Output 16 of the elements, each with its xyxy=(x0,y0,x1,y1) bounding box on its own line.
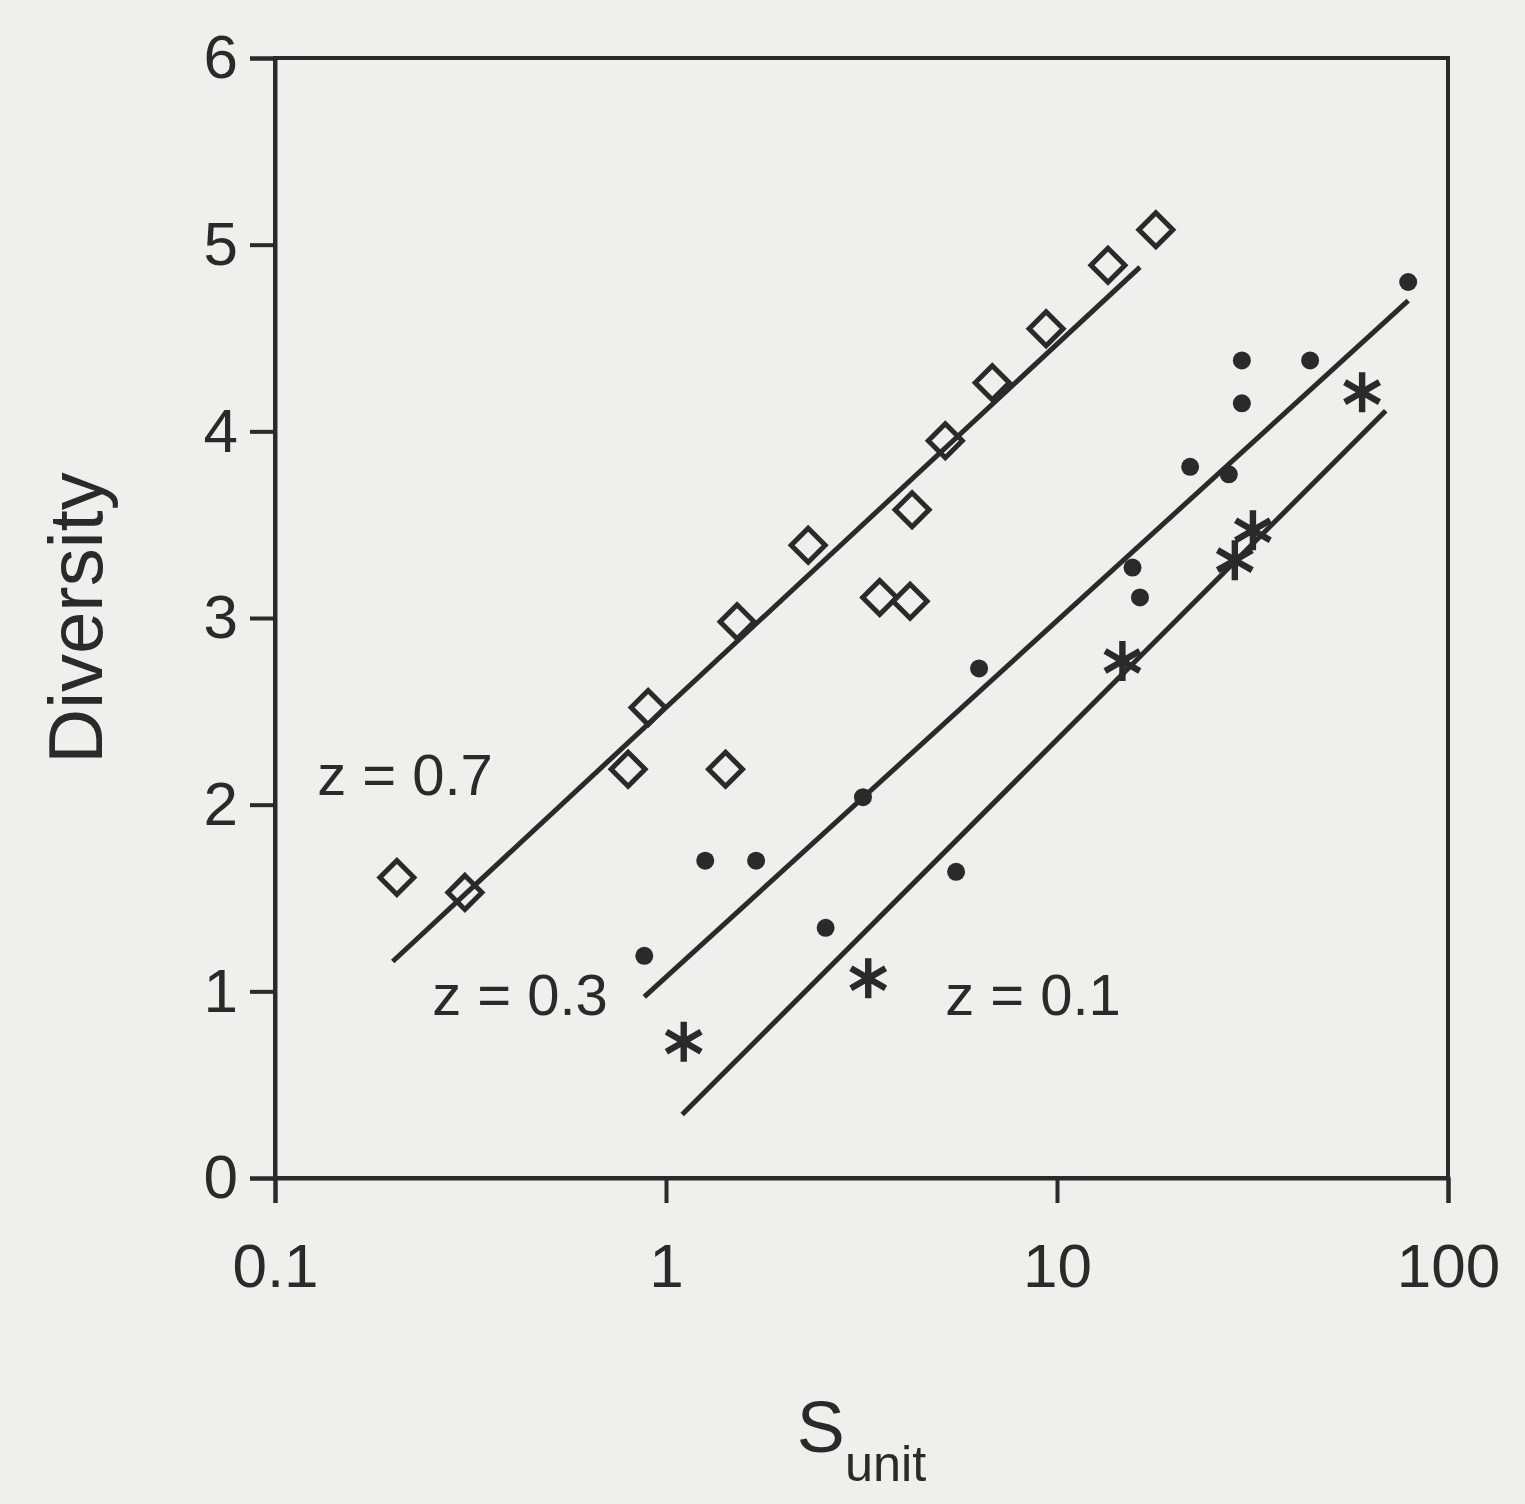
annotation: z = 0.7 xyxy=(317,742,493,808)
y-tick-label: 0 xyxy=(203,1142,238,1212)
y-tick-label: 5 xyxy=(203,209,238,279)
y-tick-label: 6 xyxy=(203,22,238,92)
annotation: z = 0.3 xyxy=(432,962,608,1028)
annotation: z = 0.1 xyxy=(945,962,1121,1028)
y-axis-title: Diversity xyxy=(33,472,118,764)
x-tick-label: 0.1 xyxy=(232,1231,319,1301)
y-tick-label: 1 xyxy=(203,955,238,1025)
x-tick-label: 100 xyxy=(1396,1231,1501,1301)
y-tick-label: 3 xyxy=(203,582,238,652)
x-tick-label: 10 xyxy=(1023,1231,1092,1301)
y-tick-label: 4 xyxy=(203,395,238,465)
y-tick-label: 2 xyxy=(203,769,238,839)
x-tick-label: 1 xyxy=(649,1231,684,1301)
x-axis-title: S$_{unit}$ xyxy=(796,1387,927,1492)
